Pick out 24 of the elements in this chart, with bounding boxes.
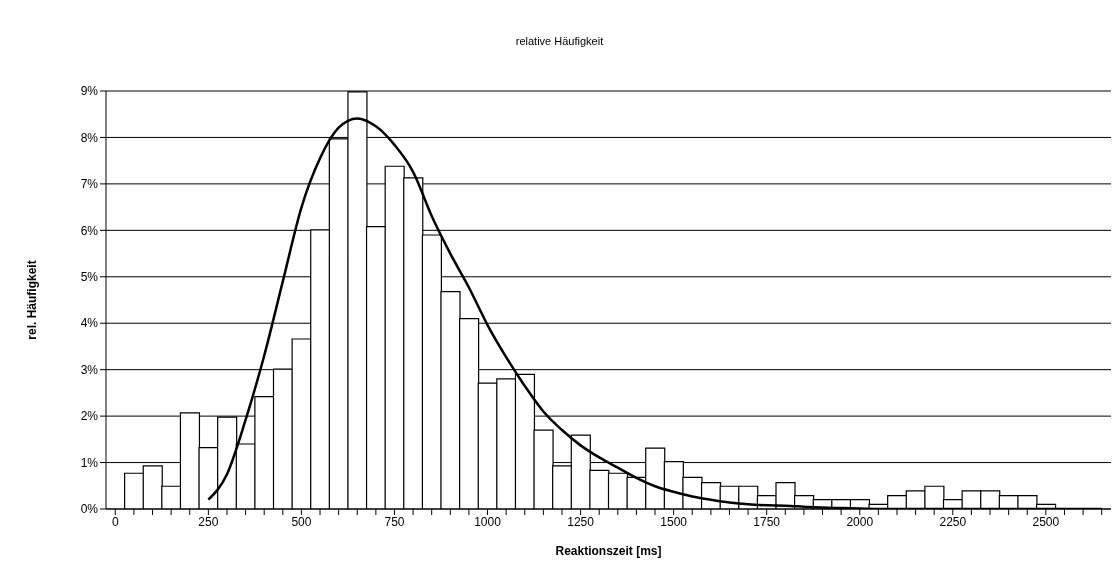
x-tick-label: 500: [291, 514, 312, 529]
y-tick-label: 4%: [80, 316, 99, 331]
y-tick-label: 3%: [80, 362, 99, 377]
y-tick-label: 8%: [80, 130, 99, 145]
y-axis-title: rel. Häufigkeit: [25, 260, 40, 340]
y-tick-label: 2%: [80, 409, 99, 424]
x-tick-label: 250: [198, 514, 219, 529]
x-tick-label: 1000: [474, 514, 502, 529]
chart-title: relative Häufigkeit: [514, 35, 605, 47]
x-tick-label: 0: [111, 514, 119, 529]
y-tick-label: 0%: [80, 502, 99, 517]
x-tick-label: 2250: [939, 514, 967, 529]
x-tick-label: 1750: [753, 514, 781, 529]
x-tick-label: 1250: [567, 514, 595, 529]
x-tick-label: 750: [384, 514, 405, 529]
y-tick-label: 9%: [80, 84, 99, 99]
x-axis-title: Reaktionszeit [ms]: [555, 544, 662, 558]
y-tick-label: 7%: [80, 177, 99, 192]
y-tick-label: 5%: [80, 270, 99, 285]
y-tick-label: 1%: [80, 455, 99, 470]
x-tick-label: 2500: [1032, 514, 1060, 529]
x-tick-label: 2000: [846, 514, 874, 529]
x-tick-label: 1500: [660, 514, 688, 529]
y-tick-label: 6%: [80, 223, 99, 238]
